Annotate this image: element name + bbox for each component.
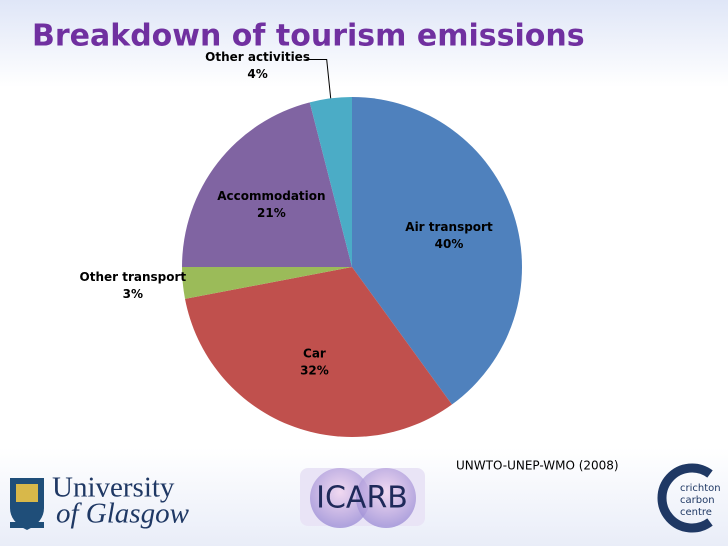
- category-label: Accommodation: [217, 189, 325, 203]
- value-label: 40%: [435, 237, 464, 251]
- logo-arc: [657, 463, 713, 533]
- logo-text: University: [52, 472, 175, 504]
- leader-line: [305, 59, 332, 99]
- source: UNWTO-UNEP-WMO (2008): [456, 459, 619, 473]
- value-label: 4%: [247, 67, 267, 81]
- pie-chart: Air transport 40% Car 32% Other transport 3% A…: [80, 50, 522, 437]
- crest-detail: [16, 484, 38, 502]
- pie-slice: [182, 267, 352, 299]
- crest-base: [10, 522, 44, 528]
- pie-slice: [185, 267, 452, 437]
- category-label: Other transport: [80, 270, 187, 284]
- pie-slice: [309, 97, 352, 267]
- pie-slice: [182, 102, 352, 267]
- logo-text: centre: [680, 507, 712, 518]
- value-label: 32%: [300, 363, 329, 377]
- logo-text: crichton: [680, 483, 721, 494]
- category-label: Other activities: [205, 50, 310, 64]
- logo-text: of Glasgow: [56, 498, 190, 530]
- value-label: 21%: [257, 206, 286, 220]
- category-label: Air transport: [405, 220, 493, 234]
- category-label: Car: [303, 346, 326, 360]
- logo-circle: [356, 468, 416, 528]
- value-label: 3%: [123, 287, 143, 301]
- pie-slice: [352, 97, 522, 405]
- icarb-logo: ICARB: [300, 468, 425, 528]
- crichton-logo: crichton carbon centre: [657, 463, 721, 533]
- logo-text: ICARB: [316, 481, 408, 516]
- slide-title: Breakdown of tourism emissions: [32, 19, 585, 54]
- logo-text: carbon: [680, 495, 715, 506]
- logo-circle: [310, 468, 370, 528]
- glasgow-logo: University of Glasgow: [10, 472, 190, 530]
